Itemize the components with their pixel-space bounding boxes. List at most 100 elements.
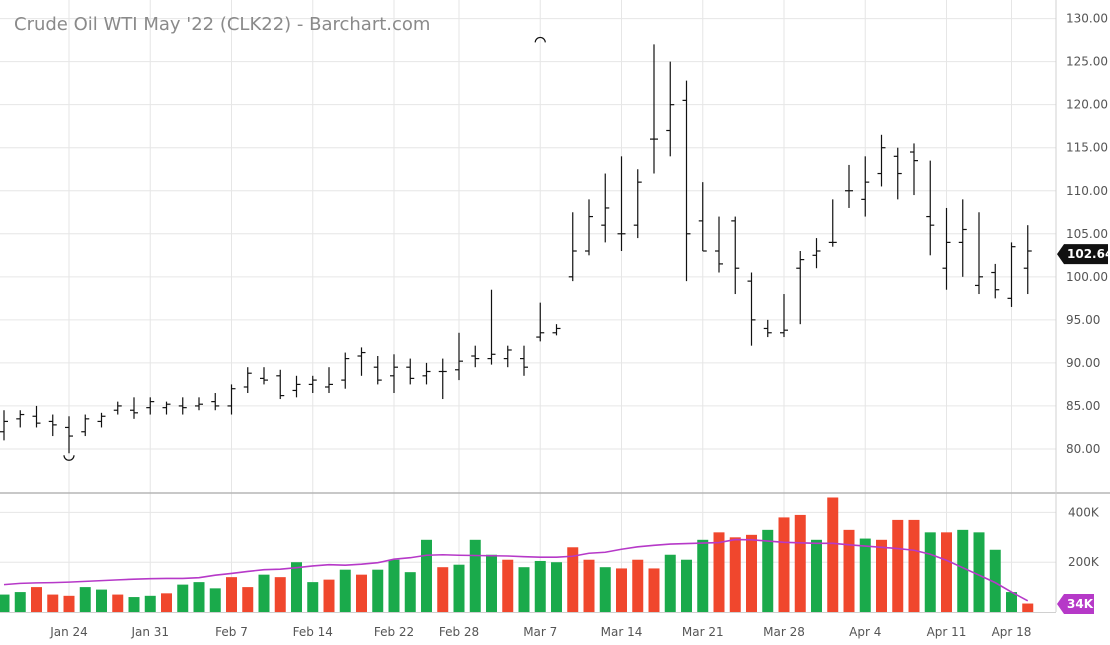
volume-bar xyxy=(599,567,611,612)
ohlc-bar xyxy=(422,362,431,385)
volume-bar xyxy=(47,594,59,612)
date-axis-ticks: Jan 24 Jan 31 Feb 7 Feb 14 Feb 22 Feb 28 Mar 7… xyxy=(49,625,1031,639)
date-tick-label: Apr 11 xyxy=(927,625,967,639)
volume-bar xyxy=(843,529,855,612)
volume-bar xyxy=(973,532,985,612)
ohlc-bar xyxy=(617,156,626,251)
volume-bar xyxy=(583,559,595,612)
ohlc-bar xyxy=(845,164,853,208)
ohlc-bar xyxy=(780,294,788,338)
ohlc-bar xyxy=(276,369,285,400)
ohlc-bar xyxy=(796,251,805,325)
ohlc-bar xyxy=(81,414,90,437)
date-tick-label: Feb 28 xyxy=(439,625,479,639)
date-tick-label: Feb 14 xyxy=(293,625,333,639)
volume-bar xyxy=(859,538,871,612)
volume-bar xyxy=(729,537,741,612)
date-tick-label: Mar 7 xyxy=(523,625,557,639)
volume-bar xyxy=(274,577,286,612)
ohlc-bar xyxy=(552,324,561,336)
date-tick-label: Feb 7 xyxy=(215,625,248,639)
price-tick-label: 115.00 xyxy=(1066,141,1108,155)
ohlc-bar xyxy=(16,410,25,428)
last-volume-badge: 34K xyxy=(1057,594,1094,614)
volume-bar xyxy=(908,519,920,612)
ohlc-bar xyxy=(113,401,122,415)
ohlc-bar xyxy=(487,289,496,365)
ohlc-bar xyxy=(536,302,545,342)
volume-bar xyxy=(469,539,481,612)
ohlc-bar xyxy=(731,216,740,295)
volume-axis-ticks: 200K 400K xyxy=(1068,505,1100,569)
volume-bar xyxy=(144,595,156,612)
ohlc-bar xyxy=(568,212,577,282)
ohlc-bar xyxy=(146,397,155,415)
ohlc-bar xyxy=(861,156,870,217)
volume-bar xyxy=(616,568,627,612)
ohlc-bar xyxy=(520,345,528,376)
price-tick-label: 95.00 xyxy=(1066,313,1100,327)
grid xyxy=(0,0,1110,613)
ohlc-bar xyxy=(926,160,935,256)
ohlc-bar xyxy=(975,212,983,295)
ohlc-bar xyxy=(958,199,967,277)
volume-bar xyxy=(63,595,75,612)
volume-bar xyxy=(388,559,400,612)
volume-bar xyxy=(14,592,26,612)
ohlc-bar xyxy=(715,216,723,273)
volume-bar xyxy=(746,534,757,612)
price-axis-ticks: 80.00 85.00 90.00 95.00 100.00 105.00 110.00 11… xyxy=(1066,12,1108,456)
last-price-badge-shape xyxy=(1057,244,1108,265)
ohlc-bar xyxy=(130,397,138,419)
volume-bar xyxy=(648,568,660,612)
price-tick-label: 120.00 xyxy=(1066,98,1108,112)
volume-bar xyxy=(534,560,546,612)
date-tick-label: Jan 31 xyxy=(130,625,169,639)
volume-bar xyxy=(486,554,497,612)
period-high-marker xyxy=(534,36,546,43)
volume-bar xyxy=(924,532,936,612)
date-tick-label: Mar 21 xyxy=(682,625,724,639)
volume-bar xyxy=(551,562,562,612)
volume-bar xyxy=(291,562,302,612)
ohlc-bar xyxy=(763,319,772,338)
volume-bar xyxy=(177,584,189,612)
price-tick-label: 110.00 xyxy=(1066,184,1108,198)
ohlc-bar xyxy=(390,354,398,394)
ohlc-bar xyxy=(942,207,951,290)
volume-bar xyxy=(79,587,91,612)
volume-bar xyxy=(323,579,335,612)
ohlc-bar xyxy=(471,345,480,368)
last-value-badges: 102.64 34K xyxy=(1057,244,1110,614)
date-tick-label: Jan 24 xyxy=(49,625,88,639)
volume-bar xyxy=(502,559,514,612)
volume-tick-label: 400K xyxy=(1068,505,1100,519)
ohlc-bar xyxy=(341,352,350,389)
ohlc-bar xyxy=(991,263,1000,299)
ohlc-bar xyxy=(910,143,918,196)
ohlc-bar xyxy=(292,375,301,398)
ohlc-bar xyxy=(747,272,756,346)
price-tick-label: 125.00 xyxy=(1066,55,1108,69)
ohlc-bar xyxy=(308,375,317,394)
ohlc-bar xyxy=(325,367,333,394)
ohlc-bar xyxy=(1007,242,1016,307)
volume-bar xyxy=(892,519,904,612)
volume-bar xyxy=(421,539,432,612)
volume-bar xyxy=(161,593,172,612)
volume-bar xyxy=(713,532,725,612)
volume-bar xyxy=(226,577,237,612)
volume-bar xyxy=(778,517,790,612)
ohlc-bar xyxy=(243,367,252,394)
volume-bar xyxy=(697,539,709,612)
volume-bar xyxy=(664,554,676,612)
volume-bar xyxy=(762,529,774,612)
volume-bar xyxy=(567,547,579,612)
volume-bar xyxy=(372,569,384,612)
ohlc-bar xyxy=(227,384,236,415)
ohlc-bar xyxy=(698,182,707,252)
ohlc-bar xyxy=(178,397,187,415)
volume-bar xyxy=(0,594,10,612)
last-volume-badge-shape xyxy=(1057,594,1094,614)
